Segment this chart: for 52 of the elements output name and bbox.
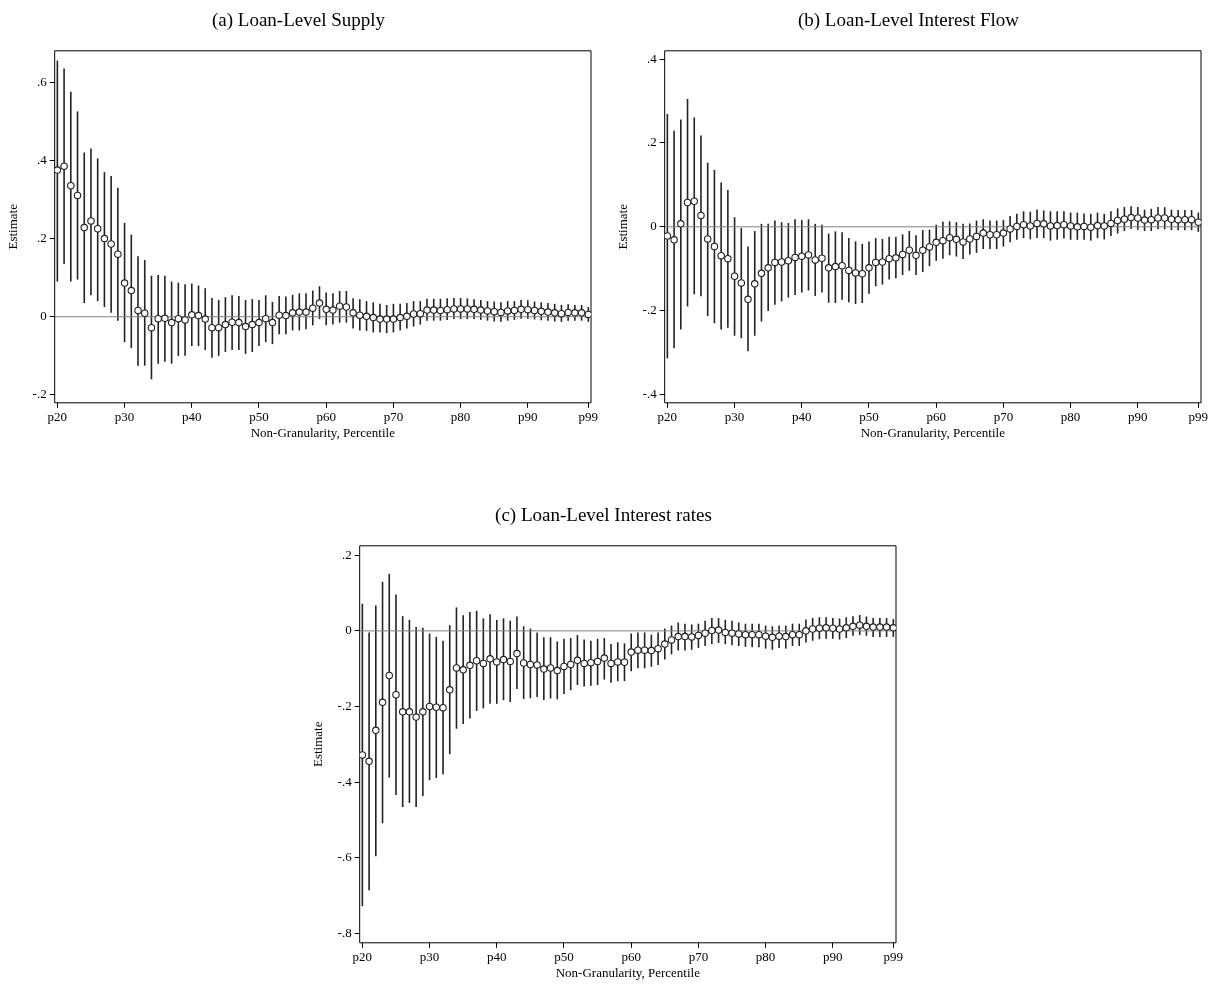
- x-tick-label: p60: [621, 949, 641, 965]
- x-tick-label: p30: [419, 949, 440, 965]
- x-tick-label: p20: [657, 409, 678, 425]
- x-tick-label: p20: [47, 409, 68, 425]
- y-tick-label: -.8: [337, 924, 352, 940]
- y-tick-label: .6: [36, 73, 48, 89]
- y-axis-title: Estimate: [310, 721, 326, 768]
- x-tick-label: p80: [1060, 409, 1081, 425]
- x-tick-label: p70: [993, 409, 1014, 425]
- x-tick-label: p30: [724, 409, 745, 425]
- x-tick-label: p99: [883, 949, 904, 965]
- x-tick-label: p99: [1188, 409, 1209, 425]
- x-tick-label: p40: [792, 409, 812, 425]
- y-tick-label: -.2: [642, 302, 657, 318]
- chart-title: (a) Loan-Level Supply: [211, 9, 386, 32]
- y-tick-label: .2: [646, 134, 657, 150]
- x-tick-label: p90: [518, 409, 538, 425]
- chart-title: (c) Loan-Level Interest rates: [495, 504, 712, 527]
- x-tick-label: p30: [114, 409, 135, 425]
- y-axis-title: Estimate: [615, 203, 631, 250]
- x-tick-label: p50: [859, 409, 879, 425]
- x-tick-label: p90: [823, 949, 843, 965]
- y-tick-label: -.4: [337, 773, 353, 789]
- x-tick-label: p40: [487, 949, 507, 965]
- x-axis-title: Non-Granularity, Percentile: [250, 424, 396, 440]
- x-axis-title: Non-Granularity, Percentile: [860, 424, 1006, 440]
- x-tick-label: p20: [352, 949, 373, 965]
- y-tick-label: -.2: [32, 386, 47, 402]
- x-tick-label: p50: [554, 949, 574, 965]
- x-tick-label: p50: [249, 409, 269, 425]
- x-tick-label: p70: [688, 949, 709, 965]
- y-tick-label: .2: [341, 546, 352, 562]
- y-tick-label: -.4: [642, 385, 658, 401]
- y-tick-label: 0: [40, 308, 47, 324]
- x-tick-label: p60: [316, 409, 336, 425]
- x-axis-title: Non-Granularity, Percentile: [555, 964, 701, 980]
- x-tick-label: p80: [450, 409, 471, 425]
- y-tick-label: -.6: [337, 849, 353, 865]
- x-tick-label: p70: [383, 409, 404, 425]
- y-tick-label: .4: [36, 151, 48, 167]
- y-tick-label: .2: [36, 229, 47, 245]
- x-tick-label: p80: [755, 949, 776, 965]
- x-tick-label: p90: [1128, 409, 1148, 425]
- y-tick-label: 0: [345, 622, 352, 638]
- y-tick-label: .4: [646, 50, 658, 66]
- x-tick-label: p60: [926, 409, 946, 425]
- x-tick-label: p40: [182, 409, 202, 425]
- y-tick-label: 0: [650, 218, 657, 234]
- x-tick-label: p99: [578, 409, 599, 425]
- y-axis-title: Estimate: [5, 203, 21, 250]
- chart-title: (b) Loan-Level Interest Flow: [797, 9, 1020, 32]
- y-tick-label: -.2: [337, 697, 352, 713]
